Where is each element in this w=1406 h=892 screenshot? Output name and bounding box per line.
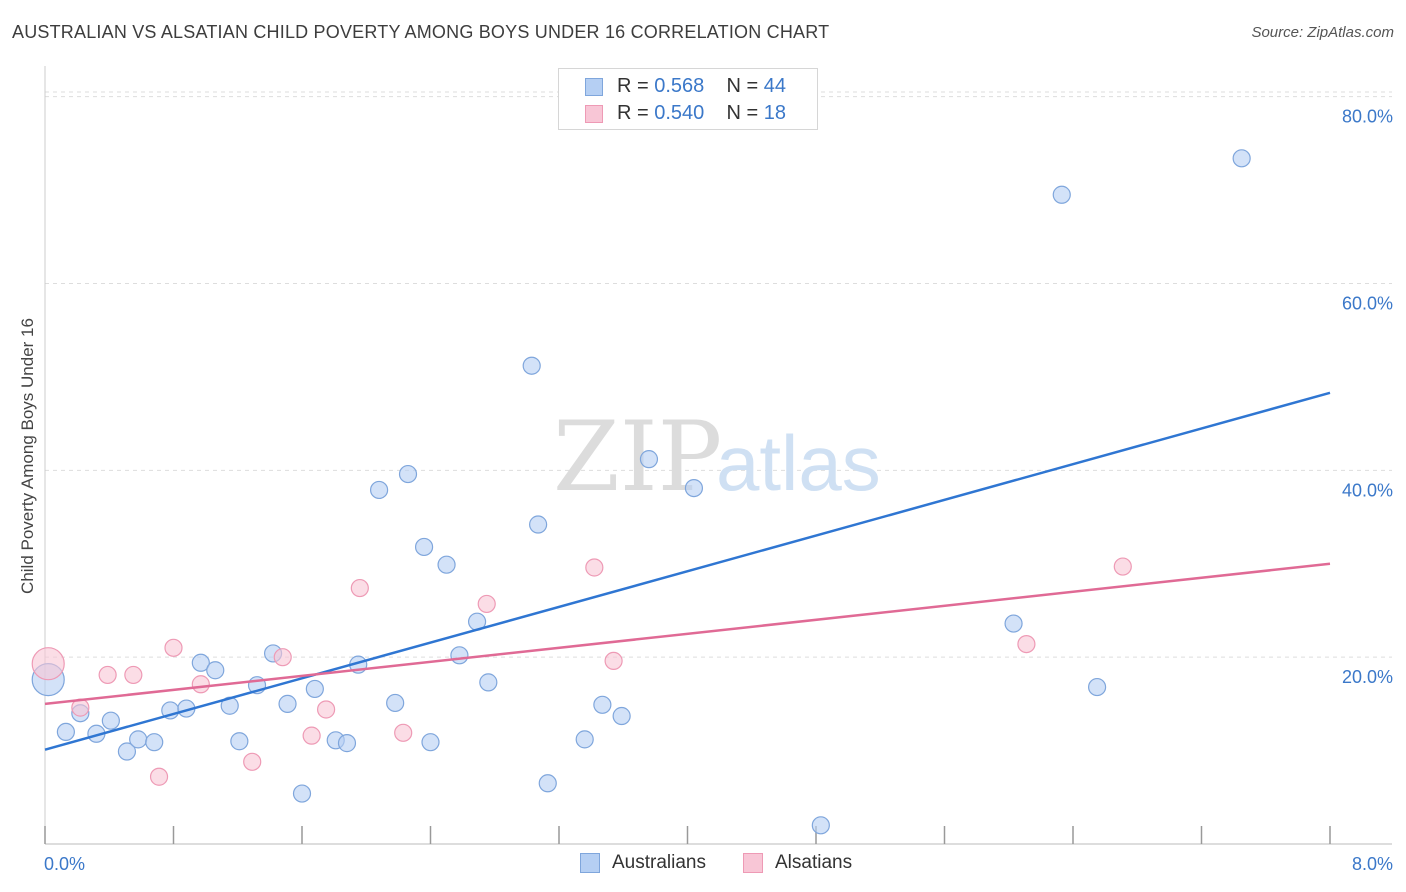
correlation-legend: R = 0.568 N = 44 R = 0.540 N = 18 xyxy=(558,68,818,130)
legend-r-label: R = xyxy=(617,102,649,124)
point-alsatians xyxy=(477,594,496,614)
legend-n-label: N = xyxy=(726,102,759,124)
point-australians xyxy=(1004,614,1023,633)
point-australians xyxy=(305,679,324,699)
point-australians xyxy=(1087,677,1107,697)
point-australians xyxy=(414,537,434,557)
point-australians xyxy=(437,555,456,574)
bottom-legend-swatch-alsatians xyxy=(743,853,763,873)
point-australians xyxy=(230,732,249,751)
legend-r-value-australians: 0.568 xyxy=(654,75,705,97)
point-australians xyxy=(56,722,75,742)
legend-r-value-alsatians: 0.540 xyxy=(654,102,705,124)
point-australians xyxy=(522,356,541,375)
y-tick-label: 60.0% xyxy=(1342,294,1393,314)
source-label: Source: ZipAtlas.com xyxy=(1251,24,1394,41)
point-alsatians xyxy=(604,651,623,671)
point-australians xyxy=(337,734,357,753)
point-australians xyxy=(1052,185,1071,204)
legend-text-australians: R = 0.568 N = 44 xyxy=(617,75,786,98)
point-australians xyxy=(278,694,297,713)
point-alsatians xyxy=(316,700,336,719)
axes-layer xyxy=(44,66,1392,845)
point-alsatians xyxy=(302,726,321,745)
point-australians xyxy=(575,730,594,749)
point-australians xyxy=(421,733,440,752)
x-tick-label: 8.0% xyxy=(1352,854,1393,874)
x-tick-label: 0.0% xyxy=(44,854,85,874)
legend-swatch-alsatians xyxy=(585,105,603,123)
point-australians xyxy=(129,730,148,749)
bottom-legend-label-alsatians: Alsatians xyxy=(775,852,853,873)
legend-r-label: R = xyxy=(617,75,649,97)
point-australians xyxy=(370,480,389,500)
point-australians xyxy=(479,673,498,692)
point-alsatians xyxy=(1017,634,1036,654)
point-australians xyxy=(398,464,418,484)
point-alsatians xyxy=(243,752,262,771)
point-australians xyxy=(386,693,405,713)
point-alsatians xyxy=(394,723,413,742)
y-axis-label: Child Poverty Among Boys Under 16 xyxy=(18,318,37,594)
point-alsatians xyxy=(350,578,369,598)
point-alsatians xyxy=(273,648,292,667)
point-alsatians xyxy=(164,638,183,657)
point-australians xyxy=(101,711,120,730)
grid-layer xyxy=(45,91,1392,658)
chart-title: AUSTRALIAN VS ALSATIAN CHILD POVERTY AMO… xyxy=(12,22,830,42)
y-tick-label: 80.0% xyxy=(1342,107,1393,127)
trend-line-alsatians xyxy=(44,562,1331,706)
trend-line-australians xyxy=(44,391,1331,751)
point-alsatians xyxy=(124,665,143,685)
point-australians xyxy=(292,784,312,803)
point-australians xyxy=(538,774,557,793)
legend-n-value-australians: 44 xyxy=(763,75,787,97)
point-australians xyxy=(450,646,469,665)
point-australians xyxy=(612,706,631,726)
tick-labels: 20.0% 40.0% 60.0% 80.0% 0.0% 8.0% xyxy=(44,107,1393,874)
legend-n-value-alsatians: 18 xyxy=(763,102,787,124)
point-alsatians xyxy=(98,665,117,685)
legend-swatch-australians xyxy=(585,78,603,96)
point-australians xyxy=(529,515,548,534)
point-australians xyxy=(117,742,137,761)
point-australians xyxy=(684,478,704,498)
point-australians xyxy=(191,653,210,672)
point-australians xyxy=(811,816,830,835)
legend-n-label: N = xyxy=(726,75,759,97)
point-australians xyxy=(145,733,164,752)
legend-text-alsatians: R = 0.540 N = 18 xyxy=(617,102,786,125)
point-australians xyxy=(1232,149,1251,168)
point-alsatians xyxy=(191,675,210,694)
point-australians xyxy=(593,695,612,714)
watermark: ZIP atlas xyxy=(553,401,881,513)
points-layer xyxy=(31,149,1251,835)
point-australians xyxy=(206,661,225,680)
point-alsatians xyxy=(31,647,65,681)
bottom-legend-swatch-australians xyxy=(580,853,600,873)
point-alsatians xyxy=(585,558,604,577)
point-australians xyxy=(639,450,659,469)
y-tick-label: 20.0% xyxy=(1342,667,1393,687)
point-alsatians xyxy=(1113,557,1132,576)
bottom-legend-label-australians: Australians xyxy=(612,852,706,873)
y-tick-label: 40.0% xyxy=(1342,480,1393,500)
point-alsatians xyxy=(149,767,169,786)
trend-layer xyxy=(44,391,1331,751)
watermark-atlas: atlas xyxy=(716,419,881,507)
